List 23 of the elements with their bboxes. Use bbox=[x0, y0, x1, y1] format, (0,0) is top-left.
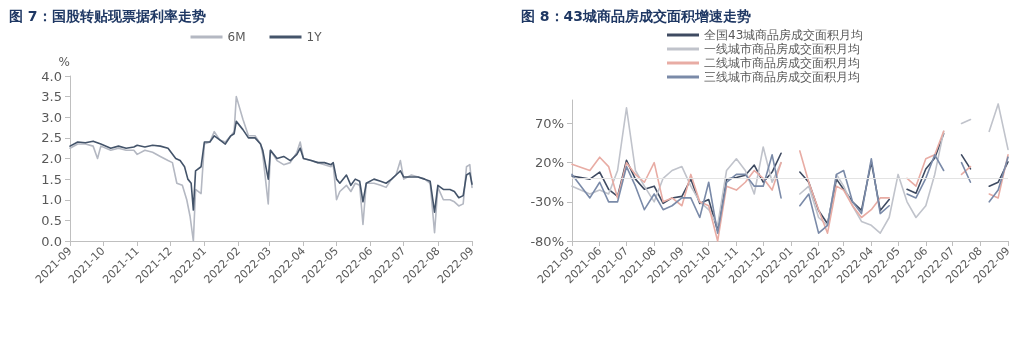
chart-title: 图 8：43城商品房成交面积增速走势 bbox=[521, 8, 752, 24]
y-tick-label: 3.5 bbox=[41, 89, 62, 105]
line-series bbox=[69, 120, 473, 213]
legend-label: 三线城市商品房成交面积月均 bbox=[704, 70, 860, 84]
legend-label: 6M bbox=[227, 30, 246, 44]
y-tick-label: 2.0 bbox=[41, 151, 62, 166]
y-tick-label: -80% bbox=[530, 233, 564, 249]
legend-label: 二线城市商品房成交面积月均 bbox=[704, 56, 860, 70]
y-tick-label: 1.0 bbox=[41, 192, 62, 208]
y-tick-label: -30% bbox=[530, 194, 564, 210]
legend-label: 1Y bbox=[306, 30, 323, 44]
y-tick-label: 4.0 bbox=[41, 68, 62, 84]
y-tick-label: 20% bbox=[535, 155, 564, 171]
legend-label: 全国43城商品房成交面积月均 bbox=[704, 28, 864, 42]
y-tick-label: 3.0 bbox=[41, 109, 62, 125]
y-tick-label: 0.5 bbox=[41, 212, 62, 228]
legend-label: 一线城市商品房成交面积月均 bbox=[704, 42, 860, 56]
y-axis-title: % bbox=[58, 55, 70, 69]
y-tick-label: 70% bbox=[535, 116, 564, 131]
y-tick-label: 2.5 bbox=[41, 130, 62, 146]
y-tick-label: 1.5 bbox=[41, 171, 62, 187]
y-tick-label: 0.0 bbox=[41, 233, 62, 249]
chart-title: 图 7：国股转贴现票据利率走势 bbox=[9, 8, 206, 24]
